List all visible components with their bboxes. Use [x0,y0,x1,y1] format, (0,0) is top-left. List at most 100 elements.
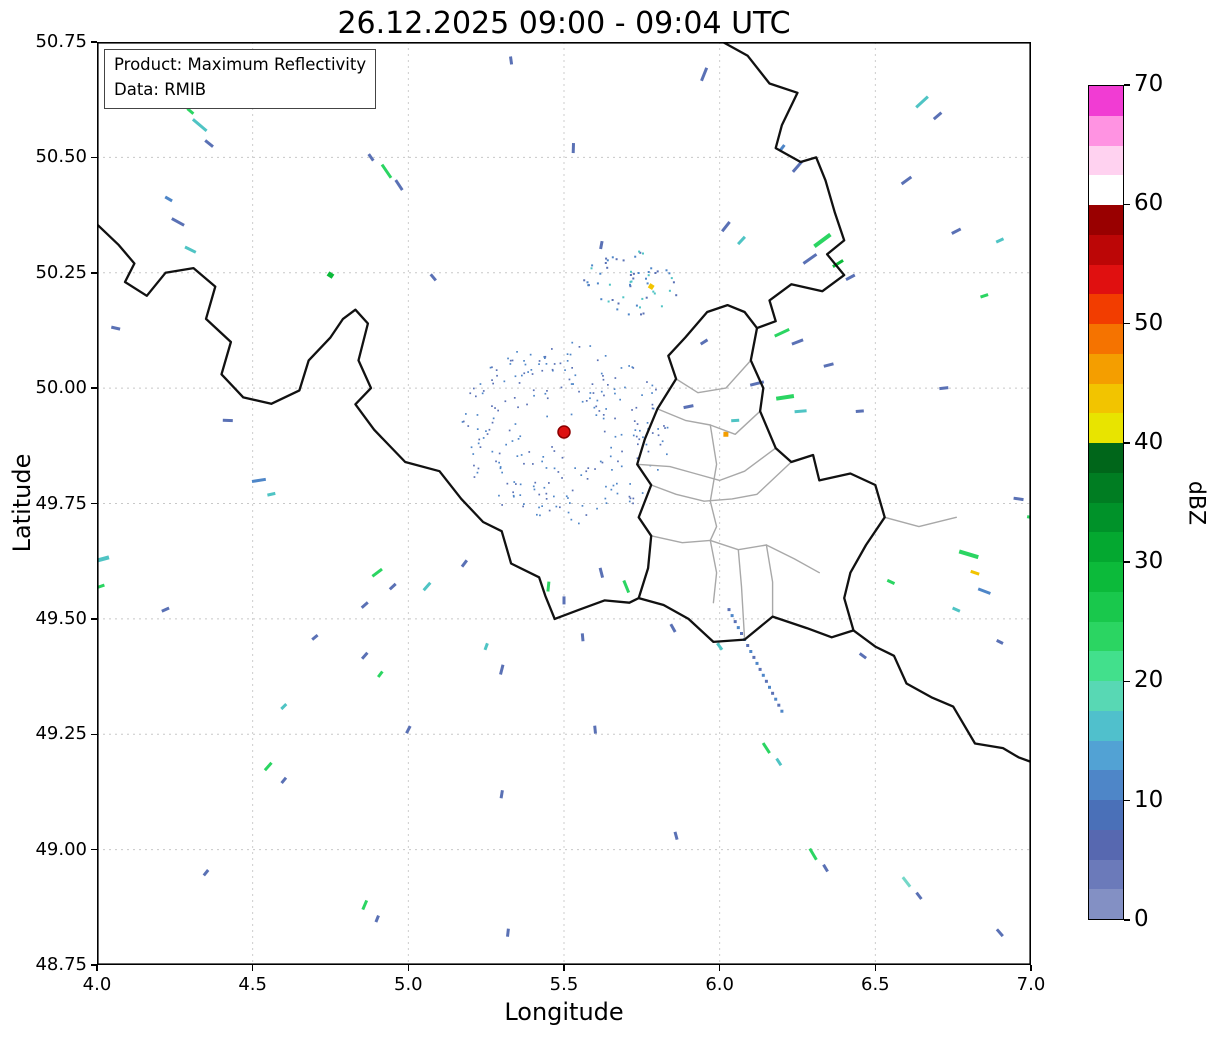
radar-clutter [519,483,522,486]
radar-echo [380,163,393,179]
country-border [636,303,759,600]
radar-clutter [529,353,532,356]
radar-echo [761,742,771,754]
radar-clutter [551,446,553,448]
radar-clutter [616,482,618,485]
radar-echo [995,237,1005,244]
radar-clutter [567,497,569,499]
radar-echo [900,175,913,186]
radar-clutter [560,386,563,389]
radar-clutter [533,488,536,491]
colorbar-segment [1089,532,1123,562]
radar-clutter [598,410,601,412]
radar-echo [951,606,961,613]
radar-echo [509,56,514,65]
dotted-track-dot [736,626,740,630]
radar-clutter [544,392,547,395]
radar-clutter [516,455,519,457]
region-border [675,359,752,394]
region-border [636,447,777,482]
radar-clutter [614,435,617,438]
radar-clutter [595,405,598,408]
country-border [553,596,855,644]
radar-clutter [492,417,495,420]
radar-clutter [499,467,502,470]
colorbar-segment [1089,324,1123,354]
radar-clutter [574,374,577,377]
radar-clutter [553,363,556,365]
radar-clutter [636,423,639,425]
radar-clutter [637,443,639,446]
x-tick-label: 6.0 [705,974,734,995]
dotted-track-dot [727,608,731,612]
radar-clutter [482,437,485,439]
speckle-band-north [607,300,610,303]
speckle-band-north [645,277,647,280]
radar-clutter [532,463,534,465]
radar-clutter [545,492,548,495]
radar-clutter [462,420,465,423]
colorbar-segment [1089,770,1123,800]
colorbar-segment [1089,115,1123,146]
dotted-track-dot [768,685,771,689]
speckle-band-north [656,270,659,273]
radar-echo [161,606,170,613]
radar-clutter [505,443,507,446]
speckle-band-north [665,269,668,272]
y-tick-label: 50.50 [35,146,87,168]
radar-clutter [513,397,516,399]
radar-clutter [461,421,464,423]
speckle-band-north [587,284,590,287]
radar-clutter [619,398,621,401]
radar-clutter [587,467,590,469]
radar-clutter [600,390,603,393]
radar-clutter [571,341,574,344]
radar-clutter [495,369,498,371]
radar-clutter [553,495,555,498]
radar-clutter [614,417,616,420]
radar-clutter [586,478,589,480]
radar-clutter [523,462,525,465]
speckle-band-north [640,313,642,316]
radar-clutter [659,443,662,446]
radar-clutter [561,477,563,479]
y-tick-mark [91,502,97,505]
colorbar-segment [1089,294,1123,324]
radar-clutter [497,409,499,412]
radar-clutter [506,482,509,485]
speckle-band-north [605,257,608,260]
radar-clutter [523,503,525,505]
y-tick-mark [91,964,97,966]
colorbar-tick-mark [1124,322,1130,325]
radar-clutter [528,451,531,453]
y-tick-label: 50.75 [35,31,87,52]
radar-echo [673,831,679,840]
radar-clutter [534,481,537,484]
radar-echo [171,217,185,227]
radar-clutter [541,460,543,463]
colorbar-segment [1089,145,1123,176]
radar-clutter [486,433,489,435]
radar-echo [855,409,864,413]
colorbar-tick-mark [1124,680,1130,683]
radar-clutter [601,461,604,464]
radar-echo [204,139,214,148]
radar-echo [808,847,818,861]
radar-echo [361,899,369,911]
dotted-track-dot [758,667,762,671]
radar-clutter [581,505,584,507]
radar-clutter [494,407,496,409]
radar-clutter [621,450,623,453]
radar-clutter [602,417,605,420]
radar-clutter [545,467,548,469]
speckle-band-north [650,267,653,270]
radar-clutter [571,489,574,492]
radar-clutter [617,460,619,463]
radar-clutter [518,382,521,384]
speckle-band-north [629,283,631,286]
radar-site-marker [557,425,571,439]
radar-echo [980,293,989,299]
radar-echo [775,394,795,401]
country-border [749,326,886,632]
